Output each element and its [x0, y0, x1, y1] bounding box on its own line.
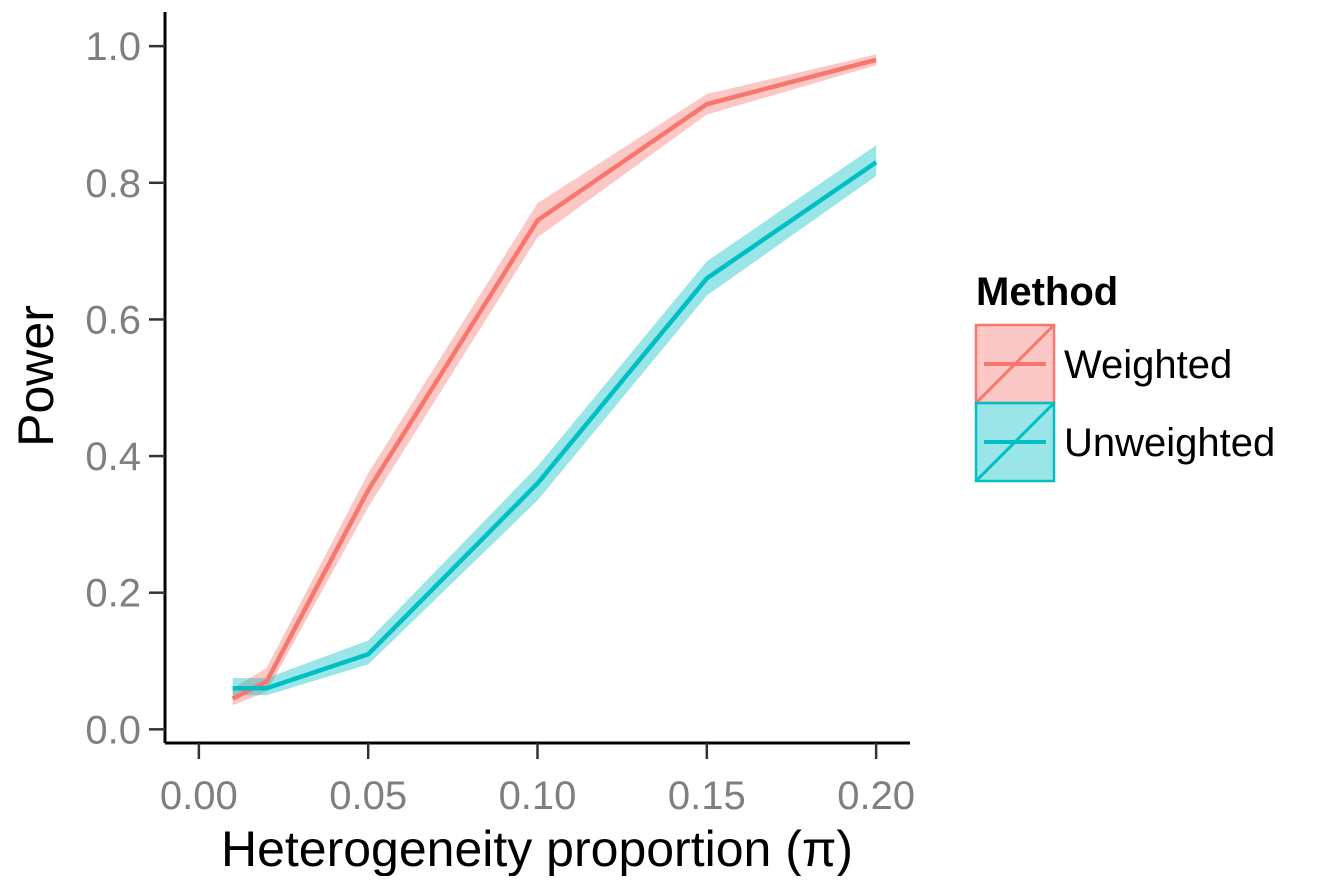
y-axis-title: Power: [8, 305, 64, 447]
series-line-weighted: [231, 57, 877, 701]
ci-band-weighted: [232, 54, 877, 706]
x-axis-title: Heterogeneity proportion (π): [221, 821, 853, 876]
y-tick-label: 0.0: [85, 708, 141, 752]
x-tick-label: 0.15: [668, 774, 746, 818]
y-tick-label: 0.2: [85, 572, 141, 616]
axes: [149, 12, 910, 759]
series-lines: [231, 57, 878, 701]
confidence-bands: [232, 54, 877, 706]
legend-item-unweighted: Unweighted: [974, 401, 1275, 483]
legend-item-weighted: Weighted: [974, 323, 1232, 405]
x-tick-label: 0.20: [837, 774, 915, 818]
y-tick-label: 0.8: [85, 162, 141, 206]
legend-label-weighted: Weighted: [1064, 343, 1232, 387]
y-tick-label: 1.0: [85, 25, 141, 69]
y-tick-label: 0.4: [85, 435, 141, 479]
series-line-unweighted: [232, 160, 878, 691]
x-tick-label: 0.00: [160, 774, 238, 818]
tick-labels: 0.0 0.2 0.4 0.6 0.8 1.0 0.00 0.05 0.10 0.15 0.20: [85, 25, 915, 818]
x-tick-label: 0.05: [329, 774, 407, 818]
legend-keys: Weighted Unweighted: [974, 323, 1275, 483]
ci-band-unweighted: [232, 145, 877, 696]
legend: Method Weighted Unweighted: [974, 270, 1275, 483]
y-tick-label: 0.6: [85, 298, 141, 342]
x-tick-label: 0.10: [499, 774, 577, 818]
legend-label-unweighted: Unweighted: [1064, 421, 1275, 465]
legend-title: Method: [976, 270, 1118, 314]
